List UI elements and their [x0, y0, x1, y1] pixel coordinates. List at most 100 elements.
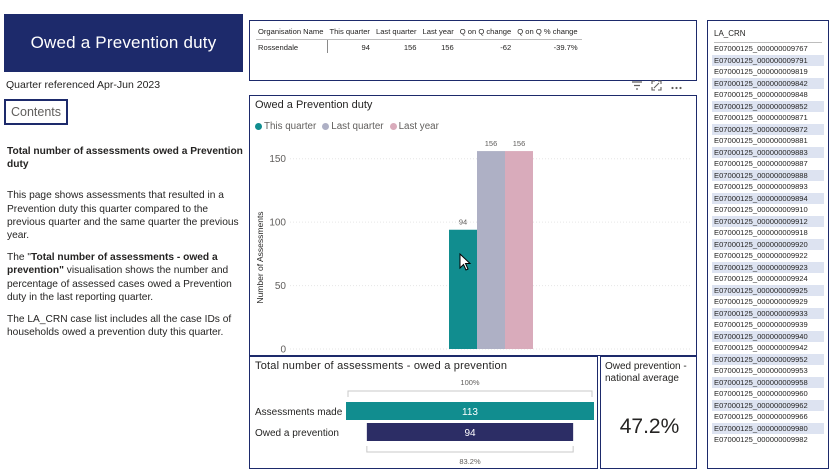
legend-item-last-year[interactable]: Last year [389, 121, 439, 132]
list-item[interactable]: E07000125_000000009852 [712, 100, 824, 112]
table-cell: -39.7% [553, 43, 578, 52]
list-item[interactable]: E07000125_000000009887 [714, 159, 808, 168]
table-cell: 156 [403, 43, 417, 52]
national-average-card[interactable]: Owed prevention -national average 47.2% [600, 356, 697, 469]
list-item[interactable]: E07000125_000000009881 [714, 136, 808, 145]
bar-last-year[interactable] [505, 151, 533, 349]
data-label: 113 [462, 407, 478, 418]
list-item[interactable]: E07000125_000000009872 [712, 123, 824, 135]
assessments-chart-title: Total number of assessments - owed a pre… [255, 360, 508, 372]
list-item[interactable]: E07000125_000000009980 [712, 422, 824, 434]
list-item[interactable]: E07000125_000000009871 [714, 113, 808, 122]
chart-title: Owed a Prevention duty [255, 99, 373, 111]
list-item[interactable]: E07000125_000000009883 [712, 146, 824, 158]
y-tick-label: 150 [269, 154, 286, 165]
column-header[interactable]: Last year [420, 27, 458, 40]
data-label: 156 [485, 139, 498, 148]
list-item[interactable]: E07000125_000000009923 [712, 261, 824, 273]
legend-item-this-quarter[interactable]: This quarter [255, 121, 316, 132]
list-item[interactable]: E07000125_000000009888 [712, 169, 824, 181]
table-cell: Rossendale [256, 39, 328, 53]
description-paragraph-2: The "Total number of assessments - owed … [7, 251, 245, 304]
column-header[interactable]: Last quarter [373, 27, 421, 40]
percent-label: 100% [460, 378, 480, 387]
list-item[interactable]: E07000125_000000009952 [712, 353, 824, 365]
bar-last-quarter[interactable] [477, 151, 505, 349]
category-label: Assessments made [255, 407, 343, 418]
percent-label: 83.2% [459, 457, 481, 466]
list-item[interactable]: E07000125_000000009819 [714, 67, 808, 76]
column-header[interactable]: Q on Q % change [515, 27, 582, 40]
case-list-header[interactable]: LA_CRN [714, 29, 822, 43]
prevention-duty-chart[interactable]: 0 50 100 150 Number of Assessments 94 156 156 O… [249, 95, 697, 356]
data-label: 156 [513, 139, 526, 148]
list-item[interactable]: E07000125_000000009942 [714, 343, 808, 352]
filter-icon[interactable] [632, 81, 642, 93]
y-tick-label: 0 [280, 345, 286, 356]
legend-label: This quarter [264, 121, 317, 132]
y-tick-label: 50 [275, 281, 287, 292]
column-header[interactable]: Organisation Name [256, 27, 328, 40]
bar-this-quarter[interactable] [449, 229, 477, 349]
category-label: Owed a prevention [255, 428, 339, 439]
chart-legend: This quarter Last quarter Last year [255, 121, 439, 132]
case-list-table[interactable]: LA_CRN E07000125_000000009767 E07000125_0… [707, 20, 829, 469]
summary-table-header-row: Organisation Name This quarter Last quar… [256, 27, 582, 40]
description-p2-bold: Total number of assessments - owed a pre… [7, 252, 218, 277]
description-heading: Total number of assessments owed a Preve… [7, 146, 243, 171]
page-title-banner: Owed a Prevention duty [4, 14, 243, 72]
legend-item-last-quarter[interactable]: Last quarter [322, 121, 384, 132]
legend-dot [255, 123, 262, 130]
list-item[interactable]: E07000125_000000009920 [712, 238, 824, 250]
list-item[interactable]: E07000125_000000009953 [714, 366, 808, 375]
summary-table-visual[interactable]: Organisation Name This quarter Last quar… [249, 20, 697, 81]
list-item[interactable]: E07000125_000000009767 [714, 44, 808, 53]
data-label: 94 [464, 428, 476, 439]
contents-button[interactable]: Contents [4, 99, 68, 125]
visual-header-icons [632, 80, 698, 94]
mouse-cursor-icon [459, 252, 472, 271]
funnel-bar[interactable] [346, 402, 594, 420]
list-item[interactable]: E07000125_000000009894 [712, 192, 824, 204]
assessments-funnel-chart[interactable]: 100% 113 Assessments made 94 Owed a preventi… [249, 356, 598, 469]
list-item[interactable]: E07000125_000000009962 [712, 399, 824, 411]
list-item[interactable]: E07000125_000000009966 [714, 412, 808, 421]
bracket-line [366, 446, 574, 453]
list-item[interactable]: E07000125_000000009893 [714, 182, 808, 191]
focus-mode-icon[interactable] [651, 80, 662, 94]
list-item[interactable]: E07000125_000000009791 [712, 54, 824, 66]
description-p2-suffix: visualisation shows the number and perce… [7, 265, 232, 303]
description-paragraph-3: The LA_CRN case list includes all the ca… [7, 314, 232, 339]
card-title: Owed prevention -national average [605, 361, 687, 384]
list-item[interactable]: E07000125_000000009910 [714, 205, 808, 214]
list-item[interactable]: E07000125_000000009982 [714, 435, 808, 444]
list-item[interactable]: E07000125_000000009929 [714, 297, 808, 306]
list-item[interactable]: E07000125_000000009842 [712, 77, 824, 89]
list-item[interactable]: E07000125_000000009848 [714, 90, 808, 99]
more-options-icon[interactable] [671, 82, 682, 93]
bracket-line [347, 390, 593, 397]
page-description: Total number of assessments owed a Preve… [7, 145, 245, 348]
column-header[interactable]: This quarter [327, 27, 374, 40]
page-title: Owed a Prevention duty [30, 33, 217, 52]
list-item[interactable]: E07000125_000000009925 [712, 284, 824, 296]
prevention-duty-chart-svg: 0 50 100 150 Number of Assessments 94 156 156 [255, 139, 690, 356]
list-item[interactable]: E07000125_000000009924 [714, 274, 808, 283]
list-item[interactable]: E07000125_000000009960 [714, 389, 808, 398]
list-item[interactable]: E07000125_000000009918 [714, 228, 808, 237]
list-item[interactable]: E07000125_000000009912 [712, 215, 824, 227]
column-header[interactable]: Q on Q change [457, 27, 516, 40]
list-item[interactable]: E07000125_000000009933 [712, 307, 824, 319]
description-paragraph-1: This page shows assessments that resulte… [7, 190, 239, 242]
legend-dot [322, 123, 330, 130]
card-value: 47.2% [619, 415, 680, 438]
table-row[interactable]: Rossendale 94 156 156 -62 -39.7% [256, 39, 582, 53]
list-item[interactable]: E07000125_000000009922 [714, 251, 808, 260]
list-item[interactable]: E07000125_000000009939 [714, 320, 808, 329]
legend-label: Last quarter [331, 121, 384, 132]
list-item[interactable]: E07000125_000000009958 [712, 376, 824, 388]
list-item[interactable]: E07000125_000000009940 [712, 330, 824, 342]
table-cell: -62 [500, 43, 512, 52]
funnel-bar[interactable] [366, 423, 574, 441]
y-tick-label: 100 [269, 218, 286, 229]
